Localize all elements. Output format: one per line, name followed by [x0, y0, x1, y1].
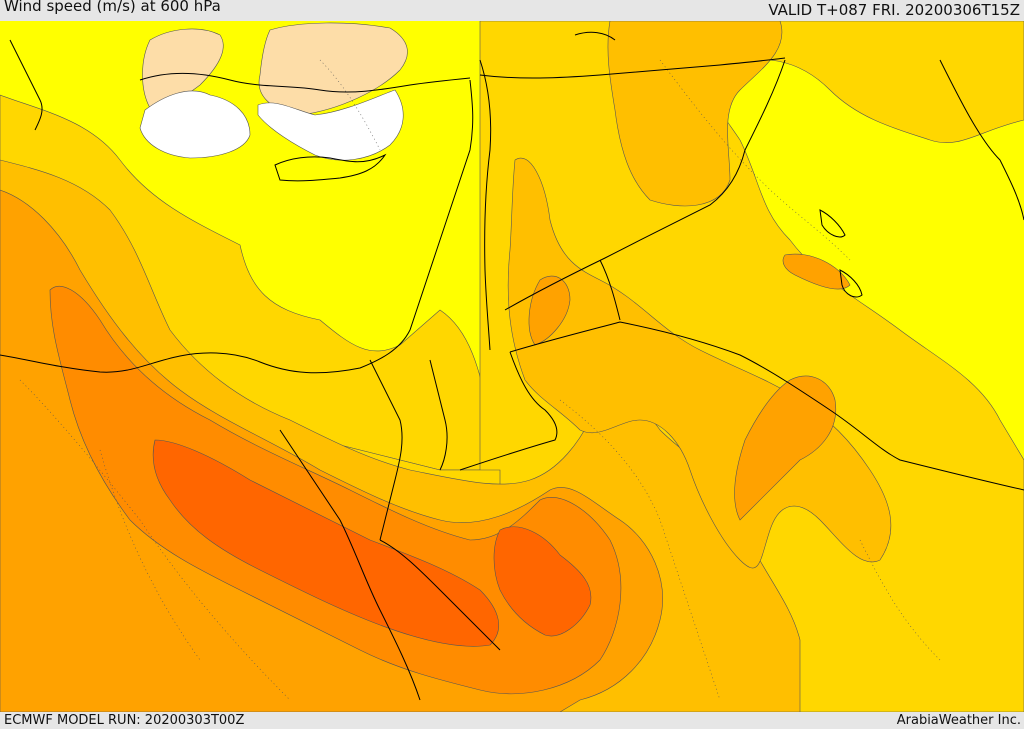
valid-time: VALID T+087 FRI. 20200306T15Z [768, 1, 1020, 19]
wind-band-calm-west [139, 90, 251, 159]
wind-band-fresh-central [507, 157, 892, 569]
wind-band-fresh-north [607, 21, 783, 207]
dotted-contours [19, 59, 941, 701]
map-title: Wind speed (m/s) at 600 hPa [4, 0, 221, 15]
wind-band-strong-east [734, 375, 837, 521]
map-canvas [0, 21, 1024, 712]
coastlines [0, 31, 1024, 701]
wind-band-very-light-anatolia [142, 28, 224, 109]
model-run: ECMWF MODEL RUN: 20200303T00Z [4, 713, 245, 728]
wind-speed-map [0, 21, 1024, 712]
wind-band-extreme-hejaz [493, 526, 592, 637]
wind-band-strong-iraq [782, 253, 851, 290]
wind-band-calm-east [257, 89, 404, 161]
credit: ArabiaWeather Inc. [896, 713, 1021, 728]
wind-band-extreme-red-sea [152, 439, 499, 647]
footer-bar: ECMWF MODEL RUN: 20200303T00Z ArabiaWeat… [0, 712, 1024, 729]
header-bar: Wind speed (m/s) at 600 hPa VALID T+087 … [0, 0, 1024, 21]
